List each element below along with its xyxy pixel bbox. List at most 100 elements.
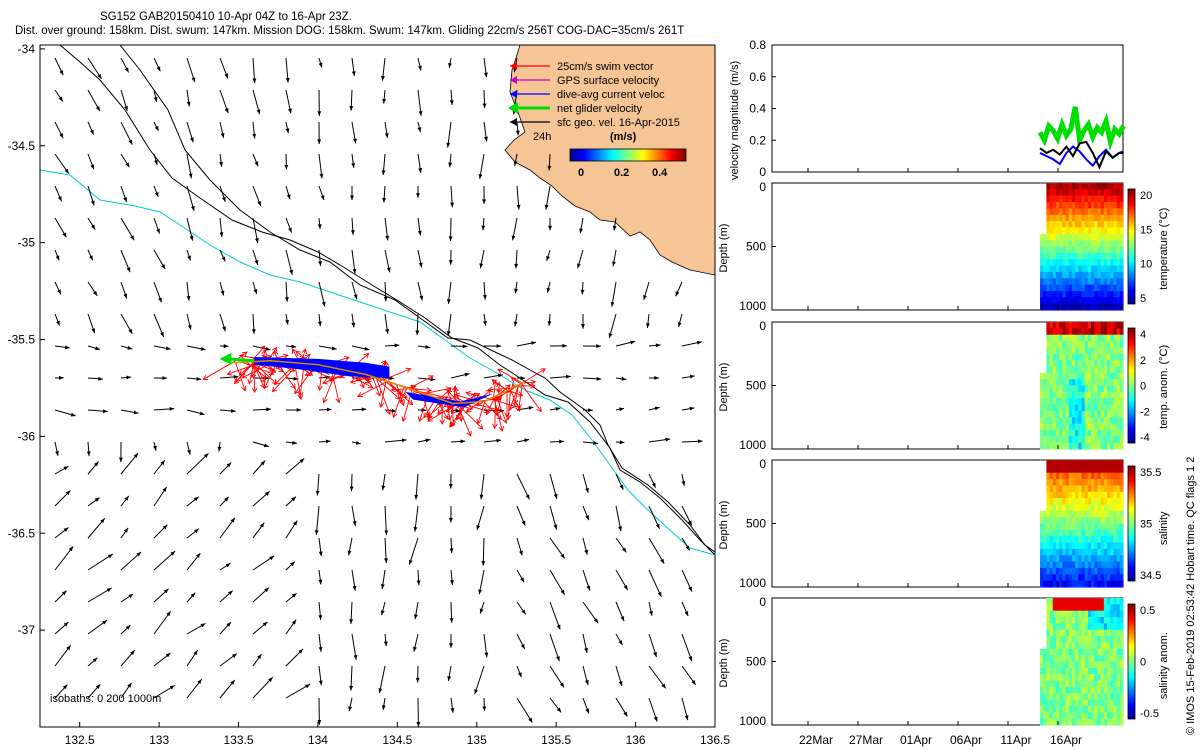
section-cell	[1087, 252, 1092, 260]
section-cell	[1100, 479, 1105, 486]
section-cell	[1113, 189, 1118, 197]
section-cell	[1084, 536, 1089, 544]
section-cell	[1119, 410, 1124, 418]
section-cell	[1094, 529, 1099, 537]
swim-vector-head	[437, 408, 443, 415]
swim-vector-head	[450, 421, 456, 428]
section-cell	[1078, 466, 1083, 474]
section-cell	[1103, 183, 1108, 190]
swim-vector	[375, 377, 391, 415]
section-cell	[1046, 642, 1051, 650]
section-cell	[1075, 699, 1079, 707]
section-cell	[1103, 642, 1108, 650]
section-cell	[1046, 341, 1051, 348]
section-colorbar-tick: 35	[1140, 519, 1152, 531]
surface-velocity-arrowhead	[66, 645, 71, 651]
section-cell	[1049, 303, 1054, 311]
surface-velocity-arrowhead	[511, 235, 516, 241]
section-cell	[1103, 485, 1108, 493]
section-cell	[1052, 366, 1057, 374]
surface-velocity-arrowhead	[130, 235, 135, 241]
map-colorbar-tick-2: 0.4	[652, 167, 668, 179]
swim-vector-head	[271, 386, 278, 393]
section-cell	[1046, 629, 1051, 637]
section-cell	[1091, 655, 1095, 663]
section-cell	[1078, 460, 1083, 467]
section-cell	[1097, 485, 1102, 493]
swim-vector-head	[445, 386, 452, 392]
section-cell	[1094, 712, 1099, 720]
section-cell	[1046, 208, 1051, 216]
section-cell	[1116, 529, 1121, 537]
section-cell	[1055, 290, 1060, 298]
section-cell	[1094, 574, 1099, 582]
section-cell	[1113, 221, 1118, 229]
section-cell	[1040, 580, 1044, 588]
section-cell	[1062, 648, 1067, 656]
section-cell	[1100, 410, 1105, 418]
swim-vector	[246, 361, 267, 379]
section-cell	[1110, 623, 1115, 631]
section-y-tick-label: 500	[746, 379, 766, 393]
section-cell	[1087, 240, 1092, 248]
swim-vector-head	[238, 370, 245, 376]
section-cell	[1078, 504, 1083, 512]
section-y-tick-label: 0	[759, 457, 766, 471]
surface-velocity-arrowhead	[418, 262, 423, 268]
section-cell	[1091, 548, 1095, 556]
section-cell	[1059, 442, 1063, 450]
section-cell	[1110, 297, 1115, 305]
section-cell	[1059, 271, 1063, 279]
swim-vector-head	[428, 375, 435, 381]
section-cell	[1084, 617, 1089, 624]
section-cell	[1107, 385, 1111, 393]
section-cell	[1049, 598, 1054, 605]
surface-velocity-arrowhead	[350, 230, 355, 235]
surface-velocity-arrowhead	[584, 679, 589, 685]
surface-velocity-arrowhead	[123, 293, 128, 299]
section-cell	[1068, 623, 1073, 631]
section-cell	[1107, 460, 1111, 467]
section-cell	[1078, 208, 1083, 216]
section-cell	[1059, 561, 1063, 569]
section-cell	[1065, 347, 1070, 355]
section-cell	[1075, 436, 1079, 444]
section-cell	[1068, 529, 1073, 537]
section-cell	[1071, 183, 1076, 190]
section-cell	[1119, 379, 1124, 387]
section-cell	[1052, 353, 1057, 361]
section-cell	[1094, 604, 1099, 612]
section-cell	[1100, 341, 1105, 348]
section-cell	[1100, 208, 1105, 216]
section-cell	[1094, 693, 1099, 701]
section-cell	[1046, 436, 1051, 444]
section-cell	[1091, 466, 1095, 474]
section-cell	[1049, 379, 1054, 387]
section-cell	[1094, 353, 1099, 361]
section-cell	[1103, 385, 1108, 393]
section-cell	[1113, 705, 1118, 713]
surface-velocity-arrowhead	[416, 193, 420, 198]
section-cell	[1103, 686, 1108, 694]
section-cell	[1107, 328, 1111, 336]
section-cell	[1049, 567, 1054, 575]
section-cell	[1107, 240, 1111, 248]
section-cell	[1055, 561, 1060, 569]
section-cell	[1091, 423, 1095, 431]
swim-vector-head	[271, 346, 278, 353]
section-cell	[1110, 686, 1115, 694]
section-cell	[1081, 341, 1086, 348]
section-colorbar-label: temperature (°C)	[1158, 208, 1170, 290]
section-cell	[1110, 410, 1115, 418]
section-cell	[1113, 195, 1118, 203]
section-cell	[1068, 284, 1073, 292]
section-colorbar-label: salinity anom.	[1158, 632, 1170, 699]
surface-velocity-arrowhead	[314, 530, 319, 535]
surface-velocity-arrowhead	[257, 654, 262, 659]
section-cell	[1075, 580, 1079, 588]
surface-velocity-arrowhead	[154, 125, 159, 131]
section-cell	[1116, 195, 1121, 203]
swim-vector	[375, 377, 401, 400]
surface-velocity-arrowhead	[220, 290, 225, 296]
section-cell	[1075, 221, 1079, 229]
